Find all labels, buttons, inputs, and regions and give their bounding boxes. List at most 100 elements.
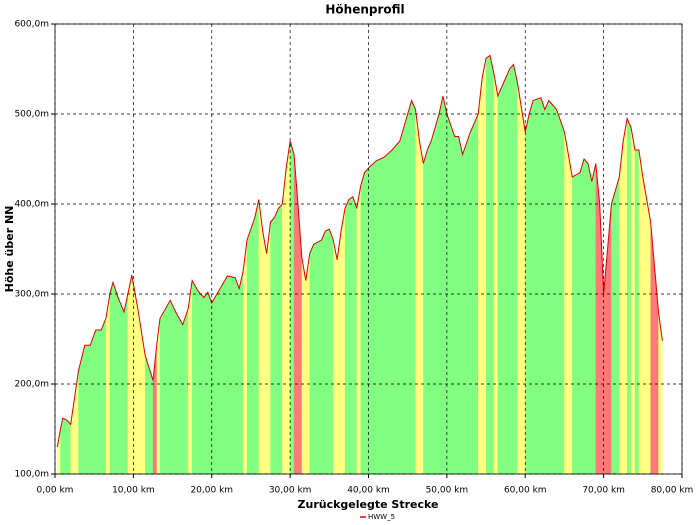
slope-segment xyxy=(630,127,636,475)
x-tick-label: 50,00 km xyxy=(426,486,469,496)
slope-segment xyxy=(384,149,393,475)
slope-segment xyxy=(344,199,350,475)
slope-segment xyxy=(442,95,448,475)
y-tick-label: 600,0m xyxy=(14,20,49,30)
slope-segment xyxy=(642,176,651,475)
slope-segment xyxy=(583,158,589,475)
slope-segment xyxy=(509,64,514,475)
slope-segment xyxy=(289,140,295,475)
slope-segment xyxy=(556,109,565,475)
slope-segment xyxy=(266,221,271,475)
x-tick-label: 60,00 km xyxy=(504,486,547,496)
slope-segment xyxy=(84,345,91,475)
x-tick-label: 80,00 km xyxy=(651,486,694,496)
slope-segment xyxy=(239,271,244,475)
slope-segment xyxy=(112,282,118,475)
slope-segment xyxy=(270,217,275,475)
slope-segment xyxy=(286,140,291,475)
slope-segment xyxy=(101,318,107,475)
slope-segment xyxy=(348,196,353,475)
slope-segment xyxy=(164,299,171,475)
slope-segment xyxy=(90,329,96,475)
slope-segment xyxy=(634,149,640,475)
slope-segment xyxy=(517,82,526,475)
y-tick-label: 500,0m xyxy=(14,110,49,120)
slope-segment xyxy=(309,244,314,475)
slope-segment xyxy=(532,97,542,475)
slope-segment xyxy=(219,275,228,475)
slope-segment xyxy=(95,329,102,475)
slope-segment xyxy=(352,196,357,475)
slope-segment xyxy=(552,104,557,475)
slope-segment xyxy=(579,158,585,475)
slope-segment xyxy=(595,163,600,475)
slope-segment xyxy=(423,149,428,475)
plot-frame xyxy=(54,23,683,475)
x-tick-label: 10,00 km xyxy=(112,486,155,496)
slope-segment xyxy=(333,239,338,475)
slope-segment xyxy=(481,58,487,475)
y-tick-label: 200,0m xyxy=(14,380,49,390)
x-axis-label: Zurückgelegte Strecke xyxy=(298,498,439,511)
slope-segment xyxy=(262,230,267,475)
x-tick-label: 20,00 km xyxy=(190,486,233,496)
slope-segment xyxy=(497,86,502,475)
slope-segment xyxy=(513,64,518,475)
slope-segment xyxy=(258,199,263,475)
slope-segment xyxy=(360,172,365,475)
slope-segment xyxy=(227,275,236,475)
slope-segment xyxy=(211,288,220,475)
slope-segment xyxy=(611,176,620,475)
chart-title: Höhenprofil xyxy=(325,3,404,17)
slope-segment xyxy=(127,275,132,475)
slope-segment xyxy=(356,185,361,475)
slope-segment xyxy=(62,417,67,475)
slope-segment xyxy=(587,163,593,475)
slope-segment xyxy=(274,208,279,475)
slope-segment xyxy=(340,208,346,475)
slope-segment xyxy=(501,68,510,475)
slope-segment xyxy=(427,140,432,475)
slope-segment xyxy=(529,100,534,475)
slope-segment xyxy=(188,280,193,475)
slope-segment xyxy=(438,95,444,475)
slope-segment xyxy=(242,239,248,475)
slope-segment xyxy=(364,167,369,475)
y-axis-label: Höhe über NN xyxy=(3,206,16,293)
slope-segment xyxy=(478,77,483,475)
slope-segment xyxy=(415,109,420,475)
slope-segment xyxy=(454,136,459,475)
slope-segment xyxy=(192,279,198,475)
slope-segment xyxy=(254,199,259,475)
slope-segment xyxy=(626,118,632,475)
slope-segment xyxy=(485,55,491,475)
slope-segment xyxy=(117,296,125,475)
slope-segment xyxy=(207,292,212,475)
slope-segment xyxy=(329,229,334,475)
slope-segment xyxy=(182,308,189,475)
x-tick-label: 40,00 km xyxy=(347,486,390,496)
slope-segment xyxy=(246,217,256,475)
slope-segment xyxy=(336,230,342,475)
slope-segment xyxy=(159,309,165,475)
slope-segment xyxy=(391,140,401,475)
slope-segment xyxy=(321,230,326,475)
slope-segment xyxy=(458,136,463,475)
profile-line xyxy=(56,54,663,448)
x-tick-label: 0,00 km xyxy=(37,486,74,496)
slope-segment xyxy=(301,257,306,475)
x-tick-label: 70,00 km xyxy=(582,486,625,496)
slope-segment xyxy=(197,289,205,475)
slope-segment xyxy=(540,97,545,475)
slope-segment xyxy=(325,228,330,475)
slope-segment xyxy=(109,282,114,475)
slope-segment xyxy=(548,100,553,475)
slope-segment xyxy=(591,163,596,475)
slope-segment xyxy=(638,149,643,475)
slope-segment xyxy=(175,311,183,475)
y-tick-label: 100,0m xyxy=(14,470,49,480)
slope-segment xyxy=(282,167,287,475)
slope-segment xyxy=(203,291,208,475)
slope-segment xyxy=(278,203,283,475)
